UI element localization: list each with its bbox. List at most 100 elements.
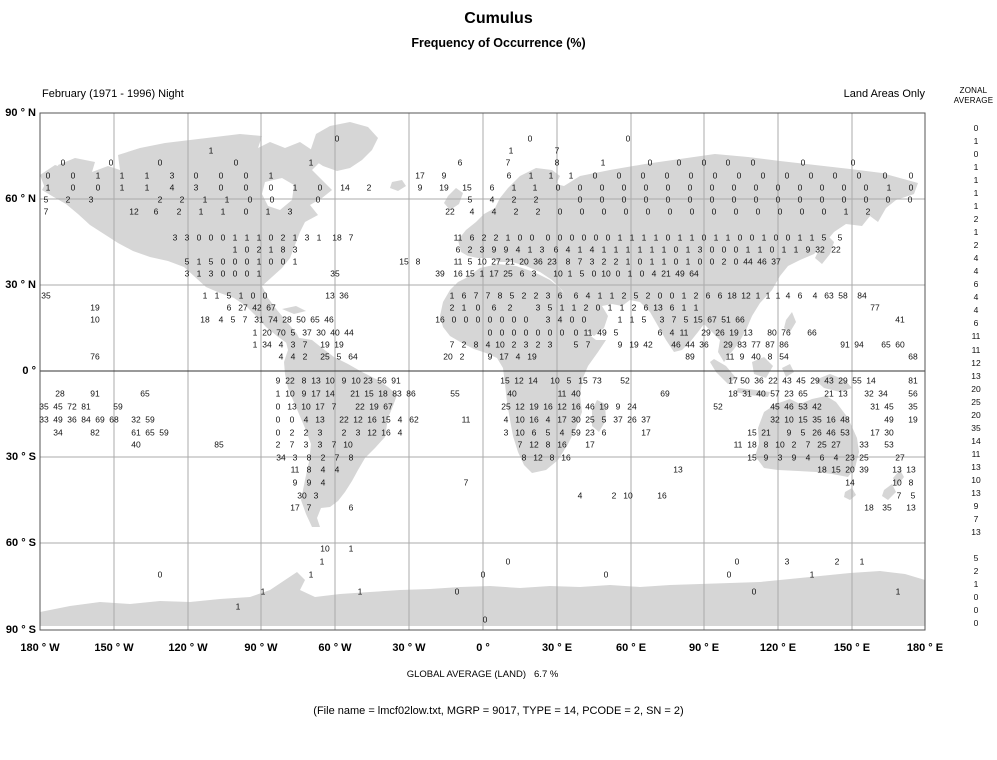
- map-value: 0: [70, 182, 76, 193]
- map-value: 3: [545, 314, 551, 325]
- map-value: 6: [819, 452, 825, 463]
- map-value: 15: [465, 268, 475, 279]
- map-value: 86: [406, 388, 416, 399]
- map-value: 69: [95, 414, 105, 425]
- map-value: 0: [709, 256, 715, 267]
- map-value: 5: [641, 314, 647, 325]
- map-value: 8: [301, 375, 307, 386]
- map-value: 0: [505, 556, 511, 567]
- map-value: 69: [660, 388, 670, 399]
- map-value: 3: [697, 244, 703, 255]
- map-value: 0: [280, 256, 286, 267]
- map-value: 44: [743, 256, 753, 267]
- map-value: 0: [819, 194, 825, 205]
- map-value: 2: [513, 206, 519, 217]
- map-value: 19: [439, 182, 449, 193]
- map-value: 1: [597, 290, 603, 301]
- map-value: 46: [671, 339, 681, 350]
- map-value: 1: [661, 244, 667, 255]
- map-value: 18: [378, 388, 388, 399]
- map-value: 8: [908, 477, 914, 488]
- map-value: 7: [554, 145, 560, 156]
- map-value: 1: [577, 244, 583, 255]
- map-value: 3: [784, 556, 790, 567]
- map-value: 17: [290, 502, 300, 513]
- map-value: 2: [535, 206, 541, 217]
- map-value: 9: [441, 170, 447, 181]
- zonal-average-value: 1: [973, 188, 979, 198]
- land-africa: [440, 264, 606, 473]
- map-value: 10: [285, 388, 295, 399]
- map-value: 2: [533, 194, 539, 205]
- map-value: 2: [289, 427, 295, 438]
- map-value: 46: [826, 427, 836, 438]
- map-value: 1: [843, 206, 849, 217]
- map-value: 2: [507, 302, 513, 313]
- map-value: 2: [521, 290, 527, 301]
- map-value: 2: [613, 256, 619, 267]
- lon-tick-label: 0 °: [476, 642, 490, 654]
- map-value: 81: [908, 375, 918, 386]
- map-value: 27: [238, 302, 248, 313]
- map-value: 0: [657, 290, 663, 301]
- map-value: 9: [491, 244, 497, 255]
- map-value: 2: [459, 351, 465, 362]
- map-value: 3: [659, 314, 665, 325]
- map-value: 0: [275, 401, 281, 412]
- map-value: 1: [256, 232, 262, 243]
- chart-title: Cumulus: [464, 10, 533, 27]
- map-value: 68: [109, 414, 119, 425]
- map-value: 10: [784, 414, 794, 425]
- map-value: 4: [169, 182, 175, 193]
- map-value: 11: [679, 327, 689, 338]
- map-value: 46: [784, 401, 794, 412]
- map-value: 36: [339, 290, 349, 301]
- map-value: 1: [316, 232, 322, 243]
- map-value: 25: [585, 414, 595, 425]
- map-value: 2: [302, 351, 308, 362]
- map-value: 1: [268, 170, 274, 181]
- map-value: 2: [631, 302, 637, 313]
- map-value: 83: [737, 339, 747, 350]
- map-value: 5: [800, 427, 806, 438]
- map-value: 1: [693, 302, 699, 313]
- map-value: 1: [859, 556, 865, 567]
- map-value: 9: [615, 401, 621, 412]
- map-value: 4: [559, 427, 565, 438]
- map-value: 6: [489, 182, 495, 193]
- map-value: 0: [569, 314, 575, 325]
- map-value: 0: [832, 170, 838, 181]
- map-value: 33: [39, 414, 49, 425]
- map-value: 0: [599, 194, 605, 205]
- map-value: 34: [276, 452, 286, 463]
- map-value: 1: [793, 244, 799, 255]
- map-value: 19: [90, 302, 100, 313]
- map-value: 4: [805, 452, 811, 463]
- map-value: 9: [763, 452, 769, 463]
- map-value: 0: [232, 268, 238, 279]
- map-value: 1: [689, 232, 695, 243]
- map-value: 1: [45, 182, 51, 193]
- map-value: 13: [673, 464, 683, 475]
- map-value: 0: [797, 182, 803, 193]
- map-value: 1: [609, 290, 615, 301]
- map-value: 9: [617, 339, 623, 350]
- map-value: 0: [665, 194, 671, 205]
- map-value: 1: [528, 170, 534, 181]
- map-value: 0: [269, 194, 275, 205]
- map-value: 0: [669, 290, 675, 301]
- map-value: 9: [487, 351, 493, 362]
- map-value: 6: [797, 290, 803, 301]
- map-value: 0: [769, 244, 775, 255]
- map-value: 72: [67, 401, 77, 412]
- map-value: 7: [517, 439, 523, 450]
- zonal-average-value: 4: [973, 305, 979, 315]
- map-value: 9: [739, 351, 745, 362]
- map-value: 12: [353, 414, 363, 425]
- map-value: 40: [571, 388, 581, 399]
- map-value: 12: [533, 452, 543, 463]
- map-value: 3: [535, 302, 541, 313]
- map-value: 35: [908, 401, 918, 412]
- water-hudson-bay: [262, 178, 294, 210]
- lon-tick-label: 60 ° W: [318, 642, 352, 654]
